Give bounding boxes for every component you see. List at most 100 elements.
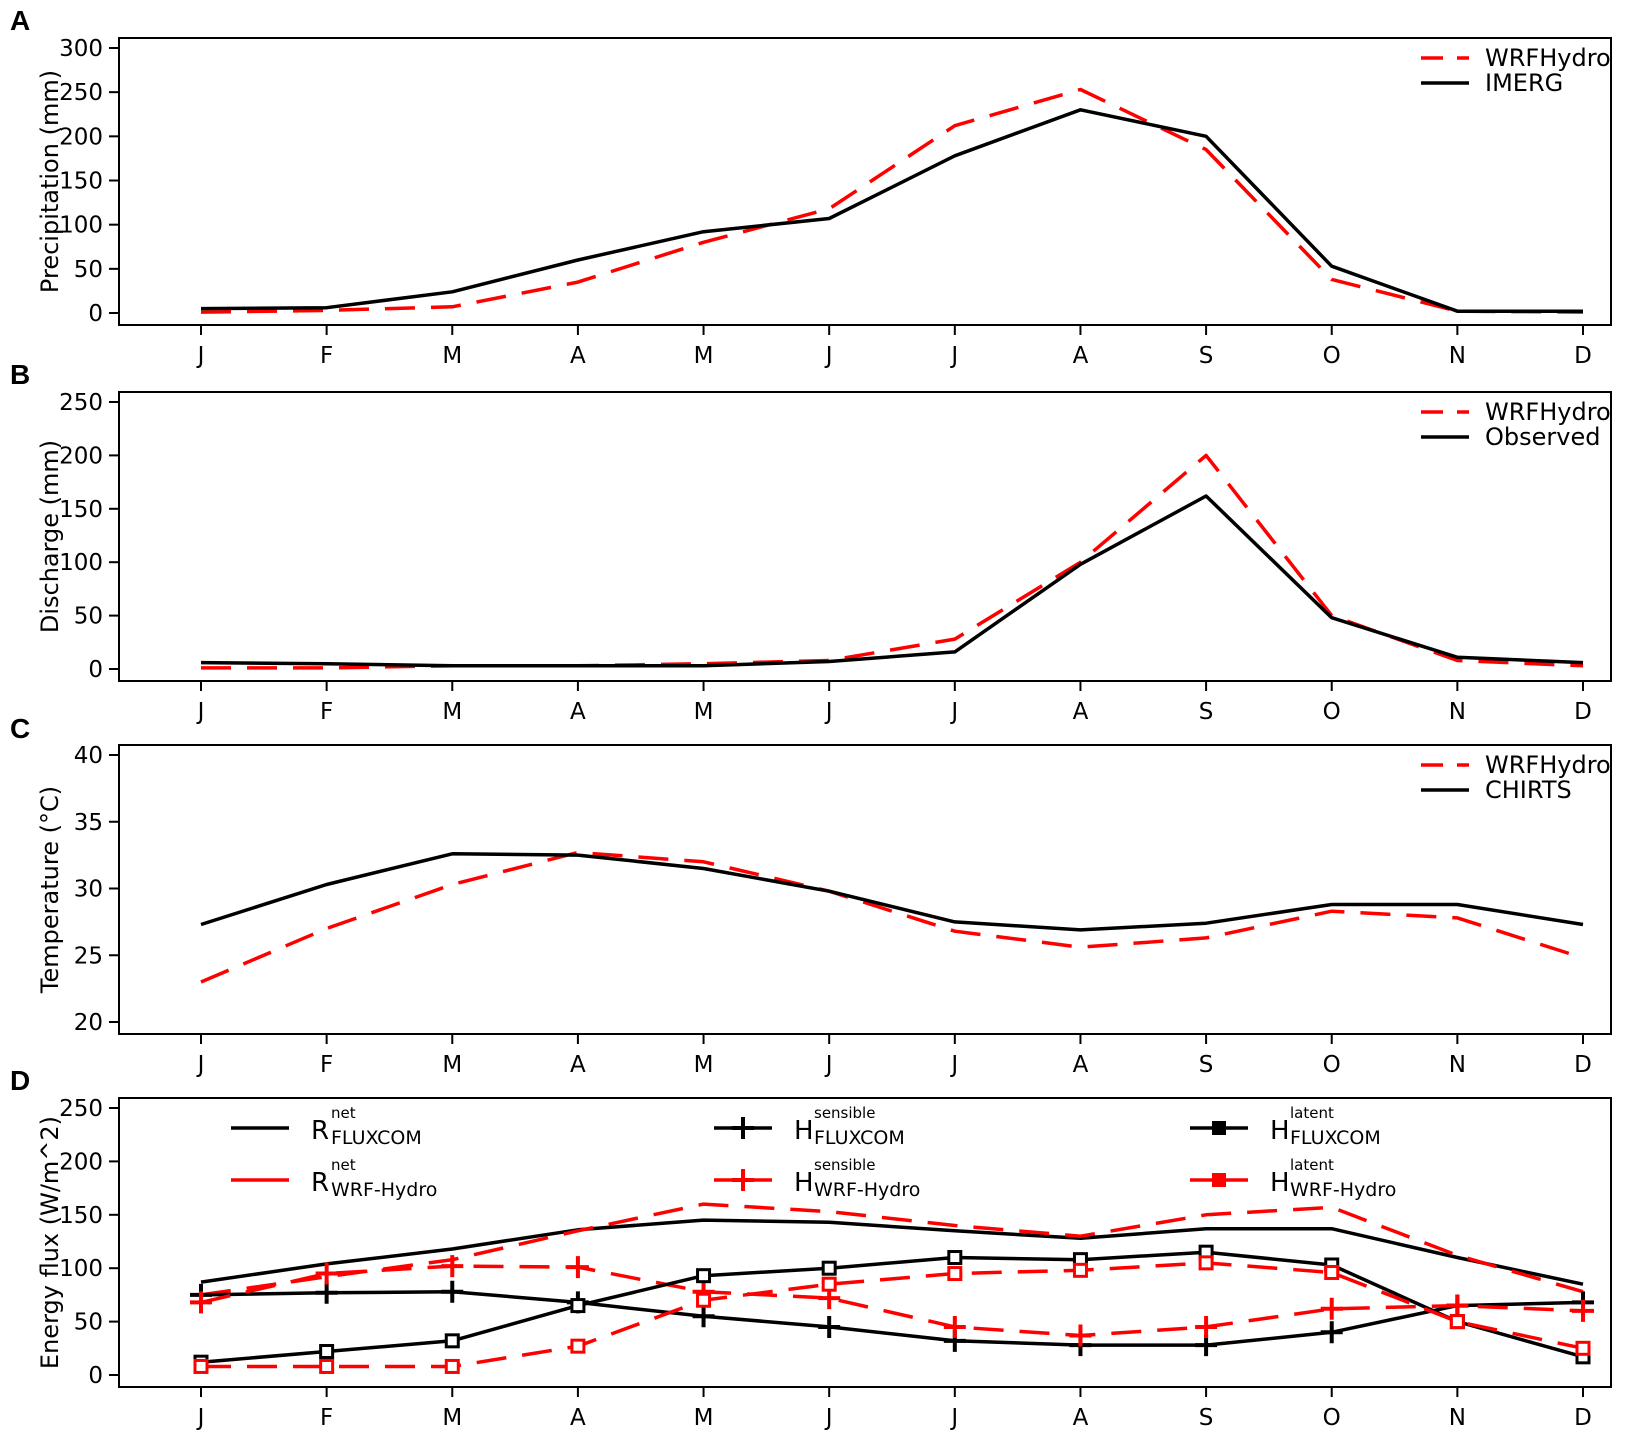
plot-frame [118, 744, 1612, 1035]
data-point [1195, 1315, 1218, 1338]
y-tick-label: 150 [59, 1203, 103, 1229]
x-tick-label: M [442, 699, 462, 725]
data-point [315, 1281, 338, 1304]
x-tick-label: N [1449, 1052, 1466, 1078]
legend-label-base: R [311, 1168, 329, 1198]
data-point [319, 1358, 335, 1374]
x-tick-label: J [824, 1405, 833, 1431]
x-tick-label: F [320, 1052, 333, 1078]
x-tick-label: J [196, 1052, 205, 1078]
x-tick-label: J [824, 343, 833, 369]
y-tick-label: 100 [59, 550, 103, 576]
legend-label-sup: latent [1290, 1104, 1334, 1122]
series-line-wrfhydro [201, 453, 1584, 670]
series-line-wrfhydro [200, 87, 1584, 314]
x-tick-label: O [1323, 699, 1341, 725]
data-point [1320, 1297, 1343, 1320]
x-tick-label: M [694, 699, 714, 725]
data-point [943, 1315, 966, 1338]
panel-c: C 20 25 30 35 40 J F M A M J J A S O N D Temperature (°C) W… [10, 713, 1612, 1078]
panel-letter-d: D [10, 1065, 30, 1096]
y-tick-label: 0 [88, 1363, 103, 1389]
legend-marker [732, 1169, 754, 1191]
x-tick-label: A [1073, 1405, 1089, 1431]
x-tick-label: D [1574, 343, 1592, 369]
y-tick-label: 50 [74, 1310, 103, 1336]
legend-label: WRFHydro [1485, 751, 1611, 779]
y-tick-label: 0 [88, 657, 103, 683]
x-tick-label: J [824, 1052, 833, 1078]
plot-frame [118, 1097, 1612, 1388]
data-point [821, 1260, 837, 1276]
x-tick-label: A [1073, 343, 1089, 369]
x-tick-label: J [196, 343, 205, 369]
legend-label-sub: FLUXCOM [331, 1127, 422, 1149]
x-tick-label: M [694, 343, 714, 369]
data-point [1572, 1299, 1594, 1322]
data-point [947, 1266, 963, 1282]
series-line-h-latent-wrf-hydro [201, 1261, 1584, 1369]
legend-label: IMERG [1485, 69, 1563, 97]
series-line-observed [200, 494, 1584, 668]
x-tick-label: M [694, 1405, 714, 1431]
data-point [696, 1292, 712, 1308]
y-tick-label: 100 [59, 213, 103, 239]
legend-label: Observed [1485, 423, 1600, 451]
data-point [315, 1262, 338, 1285]
data-point [696, 1268, 712, 1284]
x-tick-label: J [949, 1052, 958, 1078]
data-point [821, 1276, 837, 1292]
y-tick-label: 200 [59, 124, 103, 150]
legend-label-sup: sensible [814, 1156, 875, 1174]
plot-frame [118, 391, 1612, 682]
legend-label: CHIRTS [1485, 776, 1572, 804]
legend-label-base: R [311, 1116, 329, 1146]
data-point [1198, 1255, 1214, 1271]
x-tick-label: S [1199, 699, 1214, 725]
data-point [190, 1291, 212, 1314]
y-tick-label: 25 [74, 943, 103, 969]
legend-label-sub: FLUXCOM [814, 1127, 905, 1149]
legend-label-base: H [794, 1168, 814, 1198]
data-point [441, 1280, 464, 1303]
legend-marker [732, 1117, 754, 1139]
x-tick-label: O [1323, 1052, 1341, 1078]
series-line-h-latent-fluxcom [200, 1250, 1584, 1364]
x-tick-label: F [320, 343, 333, 369]
legend-label-sub: WRF-Hydro [331, 1179, 437, 1201]
x-tick-label: J [824, 699, 833, 725]
data-point [1069, 1324, 1092, 1347]
legend-label-sup: net [331, 1156, 356, 1174]
data-point [444, 1358, 460, 1374]
y-tick-label: 300 [59, 36, 103, 62]
data-point [570, 1298, 586, 1314]
x-tick-label: A [1073, 699, 1089, 725]
data-point [319, 1344, 335, 1360]
x-tick-label: A [570, 1405, 586, 1431]
x-tick-label: M [442, 1405, 462, 1431]
plot-frame [118, 37, 1612, 326]
y-tick-label: 35 [74, 810, 103, 836]
legend-label-sub: WRF-Hydro [814, 1179, 920, 1201]
x-tick-label: D [1574, 699, 1592, 725]
y-tick-label: 250 [59, 390, 103, 416]
legend-marker [1212, 1173, 1226, 1187]
x-tick-label: M [694, 1052, 714, 1078]
x-tick-label: N [1449, 699, 1466, 725]
x-tick-label: S [1199, 1405, 1214, 1431]
series-line-imerg [200, 108, 1583, 313]
series-line-r-net-fluxcom [200, 1218, 1584, 1286]
x-tick-label: A [570, 699, 586, 725]
legend-label-sup: latent [1290, 1156, 1334, 1174]
y-tick-label: 20 [74, 1010, 103, 1036]
y-tick-label: 250 [59, 80, 103, 106]
x-tick-label: A [1073, 1052, 1089, 1078]
data-point [692, 1305, 715, 1328]
panel-b: B 0 50 100 150 200 250 J F M A M J J A S O N D Discharge (m… [10, 359, 1612, 725]
legend-label-sup: net [331, 1104, 356, 1122]
data-point [947, 1250, 963, 1266]
data-point [1320, 1321, 1343, 1344]
data-point [193, 1358, 209, 1374]
y-tick-label: 0 [88, 301, 103, 327]
